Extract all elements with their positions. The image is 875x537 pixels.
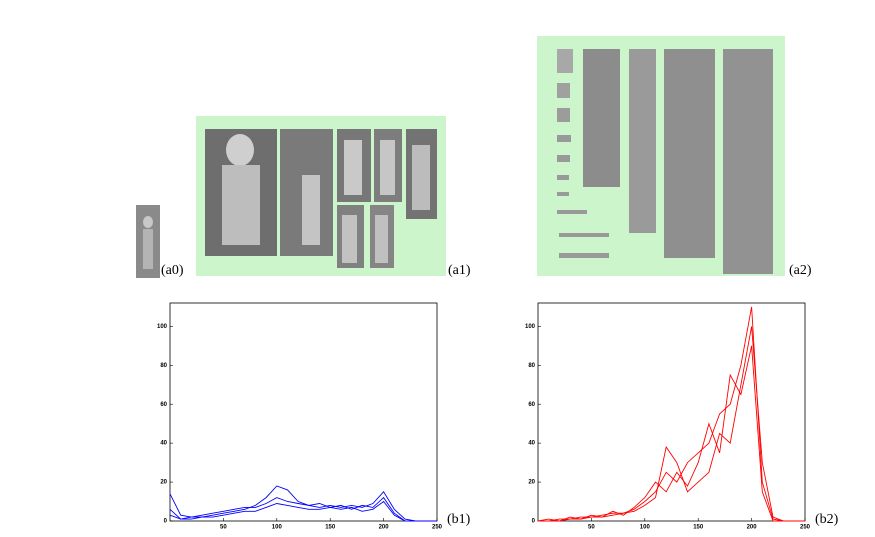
y-tick-label: 100 xyxy=(525,324,536,330)
image-detail xyxy=(412,145,430,210)
line-series xyxy=(169,500,437,522)
image xyxy=(583,49,620,187)
y-tick-label: 80 xyxy=(528,363,535,369)
y-tick-label: 100 xyxy=(157,324,168,330)
x-tick-label: 200 xyxy=(747,525,758,531)
image xyxy=(557,135,571,142)
panel-label: (a2) xyxy=(789,263,812,278)
axes-box xyxy=(169,302,438,522)
x-tick-label: 150 xyxy=(325,525,336,531)
y-tick-label: 0 xyxy=(532,519,536,525)
image xyxy=(664,49,715,258)
image xyxy=(559,233,609,237)
x-tick-label: 100 xyxy=(640,525,651,531)
y-tick-label: 80 xyxy=(160,363,167,369)
y-tick-label: 60 xyxy=(528,402,535,408)
image-detail xyxy=(380,140,395,195)
image xyxy=(557,175,569,180)
line-series xyxy=(169,496,437,522)
image-group xyxy=(557,49,773,274)
image xyxy=(723,49,773,274)
panel-label: (a0) xyxy=(161,263,184,278)
x-tick-label: 250 xyxy=(432,525,443,531)
line-series xyxy=(538,306,805,522)
panel-label: (a1) xyxy=(448,263,471,278)
y-tick-label: 20 xyxy=(528,480,535,486)
x-tick-label: 50 xyxy=(588,525,595,531)
y-tick-label: 40 xyxy=(528,441,535,447)
x-tick-label: 100 xyxy=(272,525,283,531)
axes-box xyxy=(537,302,806,522)
y-tick-label: 20 xyxy=(160,480,167,486)
line-series xyxy=(537,345,805,522)
panel-label: (b2) xyxy=(815,512,839,527)
x-tick-label: 150 xyxy=(693,525,704,531)
image xyxy=(557,49,573,73)
image-group xyxy=(205,129,437,268)
image-detail xyxy=(226,134,254,166)
y-tick-label: 60 xyxy=(160,402,167,408)
image xyxy=(557,155,570,162)
y-tick-label: 0 xyxy=(164,519,168,525)
image xyxy=(557,83,570,98)
line-series xyxy=(169,485,437,522)
image xyxy=(557,192,569,196)
image-detail xyxy=(143,229,153,269)
image-detail xyxy=(342,215,357,263)
x-tick-label: 200 xyxy=(379,525,390,531)
image-detail xyxy=(222,165,260,245)
image xyxy=(557,210,587,214)
image xyxy=(629,49,656,233)
y-tick-label: 40 xyxy=(160,441,167,447)
image-detail xyxy=(302,175,320,245)
panel-label: (b1) xyxy=(447,512,471,527)
image-detail xyxy=(143,216,153,228)
x-tick-label: 250 xyxy=(800,525,811,531)
image xyxy=(557,108,570,122)
x-tick-label: 50 xyxy=(220,525,227,531)
image-detail xyxy=(344,140,362,195)
image-detail xyxy=(375,215,388,263)
image xyxy=(559,253,609,258)
